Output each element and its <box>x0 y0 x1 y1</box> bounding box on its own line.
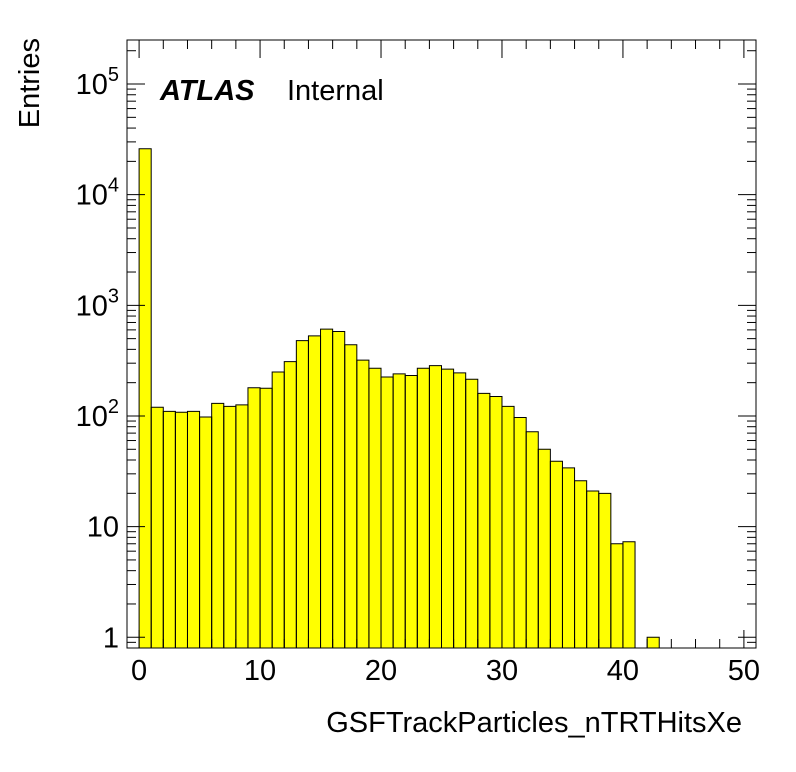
histogram-bar <box>622 541 636 648</box>
internal-label: Internal <box>287 75 384 107</box>
histogram-bar <box>211 403 224 648</box>
histogram-bar <box>151 407 164 648</box>
plot-frame <box>126 39 757 649</box>
x-tick-label: 0 <box>131 655 147 687</box>
histogram-bar <box>296 340 309 648</box>
atlas-label: ATLAS <box>159 75 255 107</box>
histogram-bar <box>477 393 490 648</box>
y-tick-label: 1 <box>103 622 119 654</box>
y-tick-label: 104 <box>76 175 119 212</box>
histogram-bar <box>610 543 623 648</box>
x-tick-label: 20 <box>365 655 397 687</box>
histogram-bar <box>550 461 563 648</box>
histogram-bar-outline <box>622 541 636 648</box>
x-tick-label: 10 <box>244 655 276 687</box>
y-tick-label: 10 <box>87 512 119 544</box>
histogram-outline <box>138 148 660 648</box>
histogram-bar <box>647 637 660 648</box>
histogram-bar <box>223 406 236 648</box>
histogram-bar <box>441 369 454 648</box>
histogram-bar-outline <box>138 148 152 648</box>
histogram-bar <box>586 490 599 648</box>
y-tick-labels: 1 10 102 103 104 105 <box>76 64 119 654</box>
y-tick-label: 103 <box>76 285 119 322</box>
histogram-bar <box>514 417 527 648</box>
histogram-bar <box>332 331 345 648</box>
x-tick-labels: 0 10 20 30 40 50 <box>131 655 760 687</box>
histogram-bar <box>260 388 273 648</box>
histogram-bar <box>562 467 575 648</box>
histogram-bar <box>598 493 611 648</box>
y-axis-label: Entries <box>14 38 46 128</box>
y-tick-label: 105 <box>76 64 119 101</box>
histogram-bar <box>175 412 188 648</box>
histogram-bar <box>489 396 502 648</box>
x-axis-label: GSFTrackParticles_nTRTHitsXe <box>326 707 742 739</box>
y-tick-label: 102 <box>76 396 119 433</box>
histogram-bar <box>284 361 297 648</box>
histogram-bar <box>199 416 212 648</box>
histogram-bar <box>235 404 248 648</box>
histogram-bar <box>187 411 200 648</box>
x-tick-label: 40 <box>607 655 639 687</box>
histogram-bar <box>139 148 152 648</box>
histogram-bar <box>356 360 369 648</box>
histogram-bar <box>526 431 539 648</box>
histogram-bar <box>429 365 442 648</box>
histogram-bar <box>393 373 406 648</box>
histogram-bar <box>344 344 357 648</box>
histogram-bar <box>417 368 430 648</box>
histogram-bar <box>247 387 261 648</box>
histogram-bar <box>538 449 551 648</box>
histogram-bar <box>501 406 515 648</box>
histogram-bar <box>453 372 466 648</box>
x-tick-label: 50 <box>728 655 760 687</box>
x-tick-label: 30 <box>486 655 518 687</box>
histogram-bar <box>308 335 321 648</box>
histogram-bar <box>381 377 394 648</box>
histogram-bar <box>320 329 333 648</box>
histogram-bar <box>272 371 285 648</box>
histogram-bar <box>368 368 382 648</box>
axis-ticks <box>127 40 756 648</box>
histogram-bar <box>465 379 478 648</box>
histogram-bar <box>163 411 176 648</box>
histogram-bar <box>574 480 587 648</box>
histogram-bar <box>405 375 418 648</box>
histogram-bars <box>139 148 660 648</box>
